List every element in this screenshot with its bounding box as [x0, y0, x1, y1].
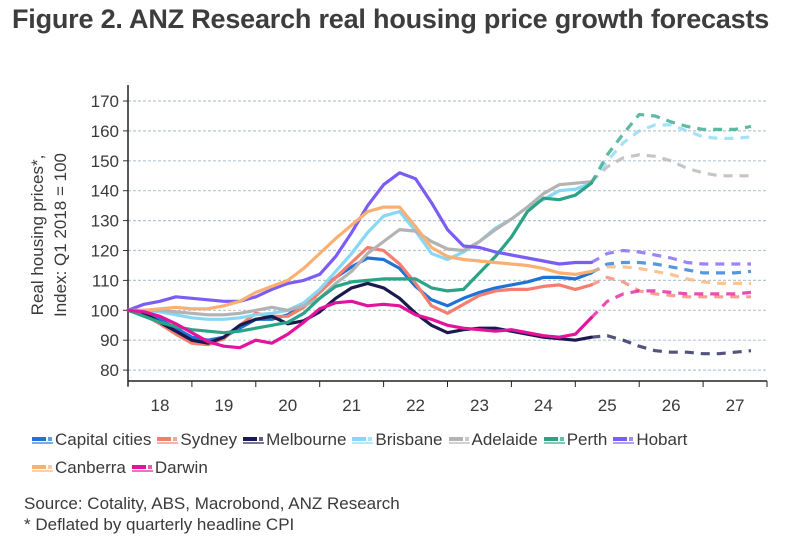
legend-swatch [448, 435, 470, 445]
y-tick-label: 120 [91, 242, 119, 261]
legend-swatch [613, 435, 635, 445]
y-tick-label: 100 [91, 301, 119, 320]
forecast-line-sydney [590, 275, 751, 299]
y-tick-label: 80 [100, 361, 119, 380]
legend-swatch [157, 435, 179, 445]
y-axis: 80 90 100 110 120 130 140 150 160 170 [91, 85, 129, 386]
series-line-adelaide [126, 180, 593, 317]
legend-label: Sydney [180, 430, 238, 449]
forecast-line-canberra [590, 265, 751, 285]
series-lines [126, 112, 752, 356]
y-axis-label: Real housing prices*, Index: Q1 2018 = 1… [28, 153, 70, 317]
series-line-canberra [126, 205, 593, 312]
legend-swatch [352, 435, 374, 445]
y-tick-label: 140 [91, 182, 119, 201]
forecast-line-darwin [590, 289, 752, 319]
legend-item-adelaide: Adelaide [448, 426, 538, 454]
chart-title: Figure 2. ANZ Research real housing pric… [12, 4, 770, 34]
y-tick-label: 150 [91, 152, 119, 171]
legend-item-perth: Perth [543, 426, 608, 454]
legend-item-capital-cities: Capital cities [32, 426, 151, 454]
legend-label: Brisbane [375, 430, 443, 449]
x-tick-label: 26 [662, 396, 681, 415]
forecast-line-adelaide [590, 153, 751, 183]
legend-swatch [32, 463, 53, 473]
x-tick-label: 22 [406, 396, 425, 415]
legend-item-melbourne: Melbourne [243, 426, 346, 454]
line-chart: 80 90 100 110 120 130 140 150 160 170 18 19 20 21 22 2… [28, 85, 768, 415]
series-line-sydney [126, 245, 593, 347]
y-axis-label-line2: Index: Q1 2018 = 100 [51, 153, 70, 317]
legend-item-darwin: Darwin [131, 454, 208, 482]
forecast-line-hobart [590, 248, 751, 266]
legend-swatch [243, 435, 265, 445]
legend-swatch [131, 463, 153, 473]
legend: Capital cities Sydney Melbourne Brisbane Ade… [32, 426, 792, 482]
legend-label: Capital cities [55, 430, 152, 449]
x-tick-label: 24 [534, 396, 553, 415]
legend-swatch [32, 435, 53, 445]
forecast-line-brisbane [589, 123, 752, 185]
y-tick-label: 90 [100, 331, 119, 350]
forecast-line-capital-cities [590, 260, 752, 275]
legend-label: Canberra [55, 458, 126, 477]
x-tick-label: 23 [470, 396, 489, 415]
x-tick-label: 27 [726, 396, 745, 415]
source-note: Source: Cotality, ABS, Macrobond, ANZ Re… [24, 494, 400, 513]
x-axis: 18 19 20 21 22 23 24 25 26 27 [127, 380, 768, 415]
legend-label: Adelaide [471, 430, 538, 449]
x-tick-label: 18 [150, 396, 169, 415]
y-tick-label: 160 [91, 122, 119, 141]
legend-item-sydney: Sydney [157, 426, 237, 454]
legend-item-hobart: Hobart [613, 426, 687, 454]
legend-item-canberra: Canberra [32, 454, 126, 482]
x-tick-label: 19 [214, 396, 233, 415]
legend-label: Darwin [154, 458, 208, 477]
legend-label: Hobart [636, 430, 688, 449]
forecast-line-perth [589, 112, 752, 184]
y-tick-label: 110 [92, 271, 119, 290]
y-tick-label: 130 [91, 212, 119, 231]
x-tick-label: 25 [598, 396, 617, 415]
x-tick-label: 21 [342, 396, 361, 415]
deflation-note: * Deflated by quarterly headline CPI [24, 515, 295, 534]
series-line-perth [126, 181, 593, 335]
gridlines [128, 100, 767, 371]
legend-label: Perth [566, 430, 608, 449]
y-axis-label-line1: Real housing prices*, [28, 155, 47, 316]
chart-footer: Source: Cotality, ABS, Macrobond, ANZ Re… [24, 493, 400, 535]
legend-swatch [543, 435, 565, 445]
series-line-darwin [126, 299, 593, 350]
legend-item-brisbane: Brisbane [352, 426, 443, 454]
x-tick-label: 20 [278, 396, 297, 415]
y-tick-label: 170 [91, 92, 119, 111]
forecast-line-melbourne [591, 334, 752, 356]
legend-label: Melbourne [266, 430, 347, 449]
